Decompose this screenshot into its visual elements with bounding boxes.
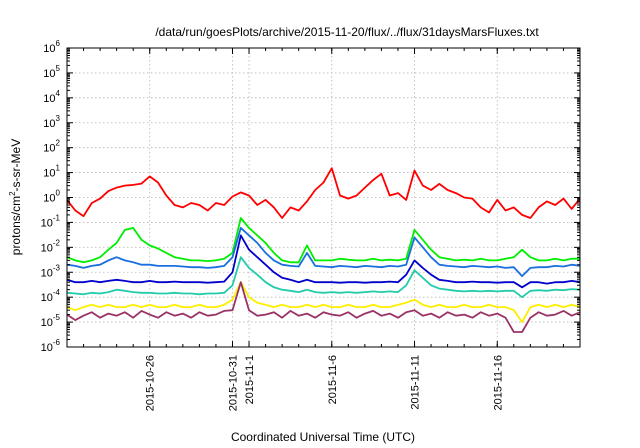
grid [67, 48, 580, 347]
series-line-6 [66, 281, 581, 324]
y-tick-label: 10-4 [41, 288, 61, 304]
y-tick-label: 102 [43, 139, 60, 155]
x-tick-label: 2015-11-6 [327, 355, 339, 404]
x-axis-label: Coordinated Universal Time (UTC) [231, 430, 415, 444]
y-tick-label: 105 [43, 64, 60, 80]
series-line-2 [66, 217, 580, 264]
series-line-5 [66, 256, 581, 299]
y-axis-label: protons/cm2-s-sr-MeV [8, 139, 23, 255]
series-line-4 [66, 234, 581, 289]
y-tick-label: 101 [43, 164, 60, 180]
y-tick-labels: 10-6 10-5 10-4 10-3 10-2 10-1 100 101 102 103 104 1… [41, 39, 61, 354]
series-line-1 [66, 167, 581, 219]
x-tick-label: 2015-10-31 [227, 355, 239, 411]
x-tick-label: 2015-11-16 [492, 355, 504, 410]
x-tick-labels: 2015-10-26 2015-10-31 2015-11-1 2015-11-6 20… [145, 355, 505, 411]
chart-title: /data/run/goesPlots/archive/2015-11-20/f… [155, 25, 539, 39]
x-tick-label: 2015-11-1 [244, 355, 256, 404]
y-tick-label: 10-5 [41, 313, 61, 329]
y-tick-label: 10-2 [41, 238, 61, 254]
x-tick-label: 2015-10-26 [145, 355, 157, 411]
y-tick-label: 104 [43, 89, 60, 105]
y-tick-label: 103 [43, 114, 60, 130]
y-tick-label: 10-6 [41, 338, 61, 354]
y-tick-label: 106 [43, 39, 60, 55]
y-tick-label: 10-3 [41, 263, 61, 279]
series-line-7 [66, 281, 581, 333]
series-line-3 [66, 226, 581, 278]
series-group [66, 167, 581, 333]
axis-ticks [66, 47, 581, 348]
y-tick-label: 100 [43, 189, 60, 205]
y-tick-label: 10-1 [41, 213, 61, 229]
x-tick-label: 2015-11-11 [410, 355, 422, 410]
